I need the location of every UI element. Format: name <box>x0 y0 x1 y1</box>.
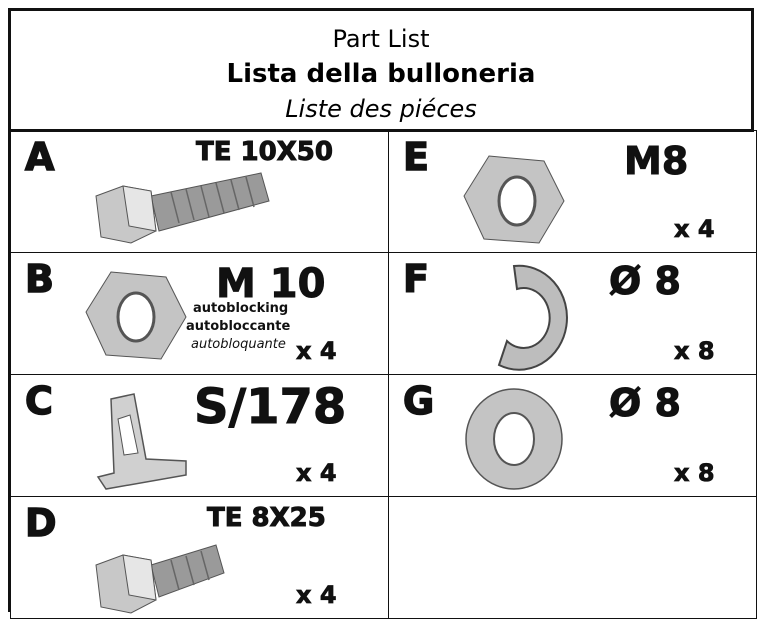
bolt-icon <box>95 172 270 244</box>
part-note: autoblocking <box>193 301 289 316</box>
part-cell: D TE 8X25 x 4 <box>10 496 390 619</box>
part-qty: x 8 <box>674 459 715 488</box>
part-cell: C S/178 x 4 <box>10 374 390 497</box>
part-spec: S/178 <box>193 379 347 436</box>
part-note: autobloquante <box>191 337 286 352</box>
empty-cell <box>388 496 757 619</box>
part-letter: A <box>24 134 55 180</box>
part-qty: x 8 <box>674 337 715 366</box>
part-note: autobloccante <box>186 319 291 334</box>
part-spec: TE 10X50 <box>196 137 334 168</box>
part-letter: F <box>402 256 429 302</box>
part-letter: B <box>24 256 54 302</box>
nut-icon <box>463 155 565 244</box>
nut-icon <box>85 271 187 360</box>
part-list-frame: Part List Lista della bulloneria Liste d… <box>8 8 757 619</box>
part-cell: G Ø 8 x 8 <box>388 374 757 497</box>
title: Part List <box>332 25 430 53</box>
part-spec: Ø 8 <box>609 259 682 304</box>
part-qty: x 4 <box>296 459 337 488</box>
part-cell: B M 10 autoblocking autobloccante autobl… <box>10 252 390 375</box>
part-letter: C <box>24 378 53 424</box>
part-cell: F Ø 8 x 8 <box>388 252 757 375</box>
washer-icon <box>465 388 563 490</box>
part-letter: D <box>24 500 57 546</box>
title-it: Lista della bulloneria <box>226 59 536 89</box>
part-qty: x 4 <box>296 581 337 610</box>
part-spec: M8 <box>623 139 689 184</box>
part-letter: E <box>402 134 429 180</box>
part-spec: M 10 <box>215 261 326 308</box>
bolt-icon <box>95 544 225 614</box>
split-washer-icon <box>497 264 568 371</box>
part-letter: G <box>402 378 435 424</box>
part-spec: TE 8X25 <box>207 503 327 534</box>
header-divider <box>8 129 754 132</box>
bracket-icon <box>96 393 187 490</box>
part-cell: E M8 x 4 <box>388 130 757 253</box>
part-qty: x 4 <box>296 337 337 366</box>
part-qty: x 4 <box>674 215 715 244</box>
part-spec: Ø 8 <box>609 381 682 426</box>
title-fr: Liste des piéces <box>285 95 477 123</box>
part-cell: A TE 10X50 <box>10 130 390 253</box>
